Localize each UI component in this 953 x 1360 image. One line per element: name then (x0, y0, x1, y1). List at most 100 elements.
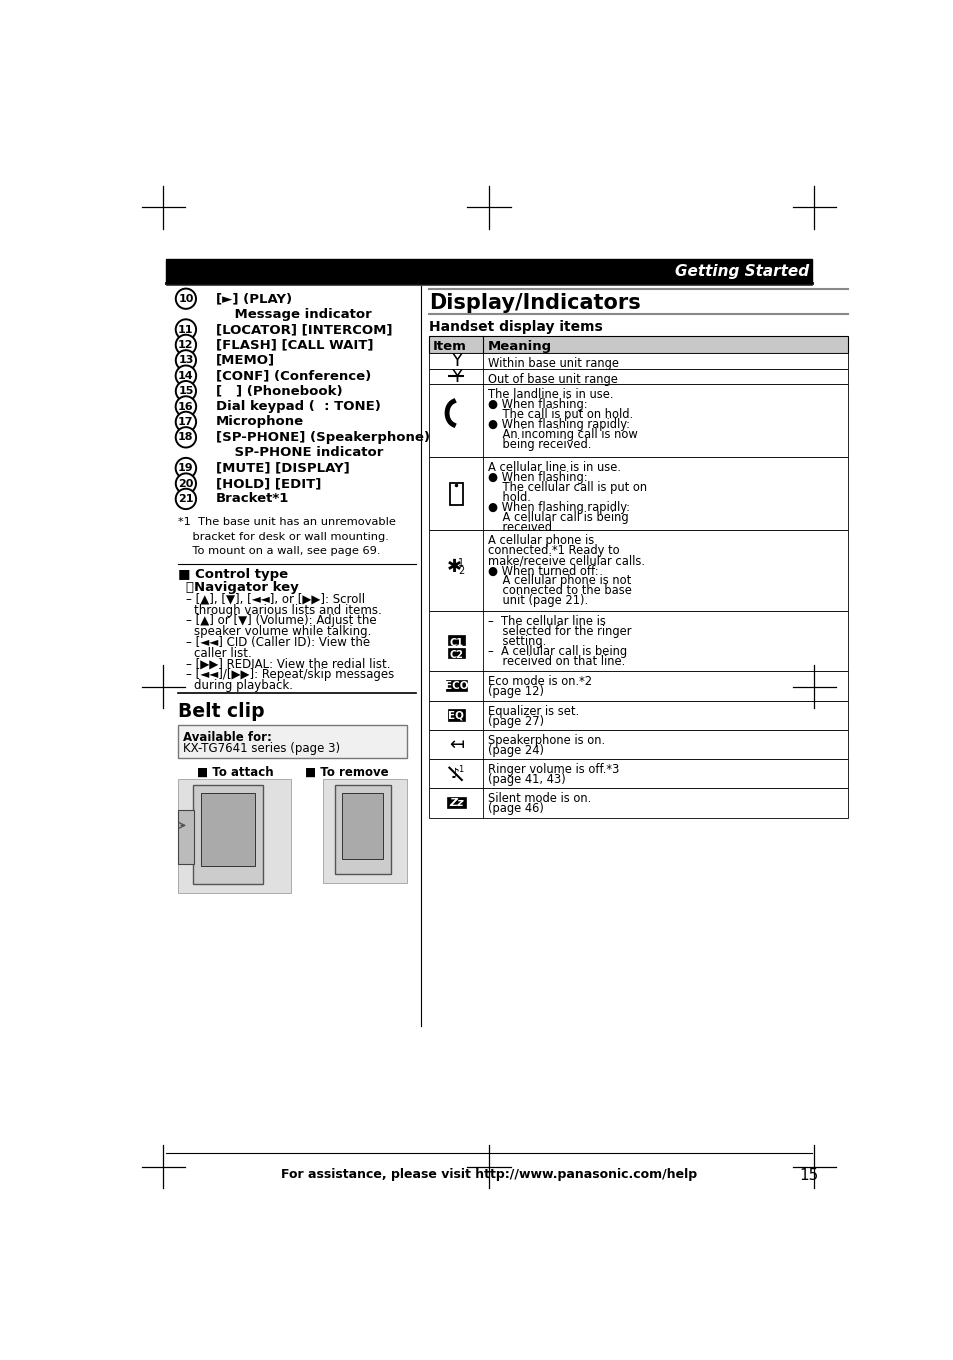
Bar (200, 793, 254, 866)
Text: 15: 15 (799, 1168, 818, 1183)
Bar (429, 457, 847, 530)
Text: SP-PHONE indicator: SP-PHONE indicator (216, 446, 383, 460)
Text: 1: 1 (457, 558, 463, 568)
Text: Belt clip: Belt clip (178, 702, 265, 721)
Text: received on that line.: received on that line. (488, 656, 625, 668)
Text: speaker volume while talking.: speaker volume while talking. (193, 626, 371, 638)
Bar (447, 709, 464, 721)
Text: – [▲], [▼], [◄◄], or [▶▶]: Scroll: – [▲], [▼], [◄◄], or [▶▶]: Scroll (186, 593, 365, 605)
Text: Getting Started: Getting Started (674, 264, 808, 279)
Text: make/receive cellular calls.: make/receive cellular calls. (488, 555, 644, 567)
Text: received.: received. (488, 521, 556, 534)
Bar (447, 797, 465, 808)
Text: 20: 20 (178, 479, 193, 488)
Text: Zz: Zz (449, 798, 463, 808)
Text: ■ To attach: ■ To attach (196, 766, 274, 778)
Bar (447, 635, 464, 645)
Text: ● When flashing rapidly:: ● When flashing rapidly: (488, 418, 630, 431)
Text: 10: 10 (178, 294, 193, 303)
Text: –  The cellular line is: – The cellular line is (488, 615, 605, 628)
Text: An incoming call is now: An incoming call is now (488, 428, 638, 441)
Text: 11: 11 (178, 325, 193, 335)
Bar (429, 369, 847, 384)
Text: Bracket*1: Bracket*1 (216, 492, 289, 506)
Bar (429, 730, 847, 759)
Text: (page 46): (page 46) (488, 802, 543, 815)
Text: Meaning: Meaning (488, 340, 552, 352)
Text: through various lists and items.: through various lists and items. (193, 604, 381, 616)
Bar (447, 647, 464, 657)
Text: ● When turned off:: ● When turned off: (488, 564, 598, 578)
Bar (429, 672, 847, 700)
Bar (429, 789, 847, 817)
Text: ● When flashing rapidly:: ● When flashing rapidly: (488, 502, 630, 514)
Text: ● When flashing:: ● When flashing: (488, 471, 587, 484)
Text: during playback.: during playback. (193, 679, 293, 692)
Text: (page 41, 43): (page 41, 43) (488, 772, 565, 786)
Text: Dial keypad (  : TONE): Dial keypad ( : TONE) (216, 400, 380, 413)
Text: *1  The base unit has an unremovable
    bracket for desk or wall mounting.
    : *1 The base unit has an unremovable brac… (178, 517, 395, 556)
Text: selected for the ringer: selected for the ringer (488, 626, 631, 638)
Text: [HOLD] [EDIT]: [HOLD] [EDIT] (216, 477, 321, 490)
Bar (429, 354, 847, 369)
Bar (342, 793, 382, 858)
Text: unit (page 21).: unit (page 21). (488, 594, 588, 608)
Text: being received.: being received. (488, 438, 591, 452)
Text: Display/Indicators: Display/Indicators (429, 292, 640, 313)
Text: [   ] (Phonebook): [ ] (Phonebook) (216, 385, 342, 397)
Text: ⒶNavigator key: ⒶNavigator key (186, 581, 298, 594)
Text: Microphone: Microphone (216, 415, 304, 428)
Bar (445, 680, 467, 691)
Text: ECO: ECO (444, 681, 468, 691)
Text: [CONF] (Conference): [CONF] (Conference) (216, 369, 371, 382)
Text: – [◄◄]/[▶▶]: Repeat/skip messages: – [◄◄]/[▶▶]: Repeat/skip messages (186, 668, 394, 681)
Text: Eco mode is on.*2: Eco mode is on.*2 (488, 676, 592, 688)
Text: A cellular line is in use.: A cellular line is in use. (488, 461, 620, 475)
Text: Y: Y (451, 367, 461, 386)
Text: 2: 2 (457, 566, 464, 575)
Text: A cellular phone is: A cellular phone is (488, 534, 594, 547)
Text: Handset display items: Handset display items (429, 321, 602, 335)
Bar (178, 779, 291, 894)
Text: 12: 12 (178, 340, 193, 350)
Bar (335, 785, 390, 874)
Text: C2: C2 (449, 650, 463, 660)
Text: [►] (PLAY): [►] (PLAY) (216, 292, 292, 305)
Text: 1: 1 (458, 764, 463, 774)
Text: connected to the base: connected to the base (488, 585, 631, 597)
Text: The call is put on hold.: The call is put on hold. (488, 408, 633, 422)
Text: Ringer volume is off.*3: Ringer volume is off.*3 (488, 763, 618, 777)
Text: (page 24): (page 24) (488, 744, 543, 756)
Text: 15: 15 (178, 386, 193, 396)
Bar (323, 779, 406, 883)
Bar (429, 384, 847, 457)
Text: setting.: setting. (488, 635, 546, 649)
Text: 17: 17 (178, 418, 193, 427)
Bar (450, 483, 462, 505)
Text: Y: Y (451, 352, 461, 370)
Text: [MUTE] [DISPLAY]: [MUTE] [DISPLAY] (216, 461, 350, 475)
Text: ■ Control type: ■ Control type (178, 568, 288, 581)
Text: KX-TG7641 series (page 3): KX-TG7641 series (page 3) (183, 743, 339, 755)
Text: A cellular phone is not: A cellular phone is not (488, 574, 631, 588)
Bar (429, 759, 847, 789)
Text: – [▲] or [▼] (Volume): Adjust the: – [▲] or [▼] (Volume): Adjust the (186, 615, 376, 627)
Bar (193, 785, 262, 884)
Text: ♪: ♪ (450, 767, 458, 781)
Bar (429, 700, 847, 730)
Text: The cellular call is put on: The cellular call is put on (488, 481, 646, 494)
Text: EQ: EQ (448, 710, 464, 721)
Text: (page 27): (page 27) (488, 714, 544, 728)
Text: Within base unit range: Within base unit range (488, 358, 618, 370)
Text: Item: Item (433, 340, 467, 352)
Text: 18: 18 (178, 432, 193, 442)
Text: For assistance, please visit http://www.panasonic.com/help: For assistance, please visit http://www.… (280, 1168, 697, 1180)
Text: 16: 16 (178, 401, 193, 412)
Text: Available for:: Available for: (183, 730, 272, 744)
Text: C1: C1 (449, 638, 463, 647)
Text: A cellular call is being: A cellular call is being (488, 511, 628, 524)
Text: The landline is in use.: The landline is in use. (488, 388, 613, 401)
Text: ✱: ✱ (446, 558, 461, 577)
Text: [LOCATOR] [INTERCOM]: [LOCATOR] [INTERCOM] (216, 324, 393, 336)
Text: 13: 13 (178, 355, 193, 366)
